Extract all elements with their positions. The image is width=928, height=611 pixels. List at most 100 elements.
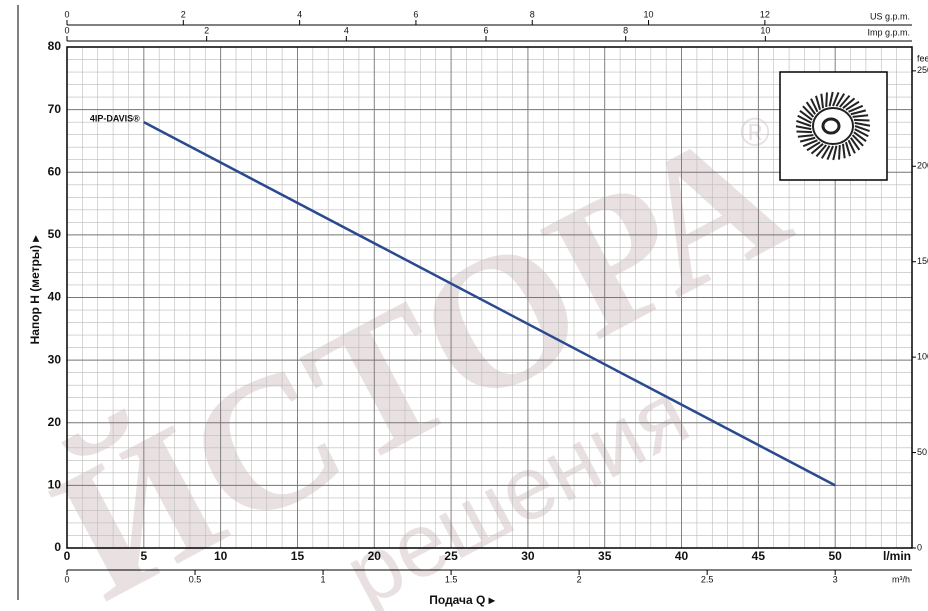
x2-tick-label: 2: [577, 574, 582, 584]
x-tick-label: 30: [521, 549, 535, 563]
y2-tick-label: 0: [917, 542, 922, 552]
x2-tick-label: 6: [484, 25, 489, 35]
x-tick-label: 45: [752, 549, 766, 563]
plot-frame: [66, 46, 913, 549]
icon-blade: [832, 92, 840, 107]
x-axis-title: Подача Q ▸: [429, 593, 495, 607]
icon-blade: [802, 105, 815, 118]
series-label: 4IP-DAVIS®: [90, 114, 140, 124]
y2-tick-label: 50: [917, 447, 927, 457]
icon-blade: [853, 118, 870, 122]
icon-blade: [835, 93, 846, 107]
watermark-text: ®: [740, 111, 769, 155]
y-tick-label: 40: [48, 290, 62, 304]
x-tick-label: 10: [214, 549, 228, 563]
x2-tick-label: 6: [413, 9, 418, 19]
icon-blade: [832, 145, 838, 161]
icon-blade: [852, 114, 869, 118]
y-tick-label: 80: [48, 39, 62, 53]
icon-blade: [810, 143, 824, 155]
icon-blade: [810, 98, 819, 113]
icon-blade: [828, 91, 834, 107]
x2-tick-label: 12: [760, 9, 770, 19]
icon-blade: [847, 139, 856, 154]
icon-blade: [853, 131, 867, 143]
x2-tick-label: 8: [623, 25, 628, 35]
icon-blade: [826, 145, 834, 160]
x-tick-label: 35: [598, 549, 612, 563]
y2-tick-label: 200: [917, 161, 928, 171]
x2-tick-label: 1: [321, 574, 326, 584]
icon-blade: [797, 114, 812, 124]
icon-blade: [851, 134, 864, 147]
y-tick-label: 70: [48, 102, 62, 116]
icon-blade: [854, 125, 870, 133]
icon-hub: [821, 117, 841, 135]
y-tick-label: 0: [54, 540, 61, 554]
x-tick-label: 15: [291, 549, 305, 563]
x2-tick-label: 10: [644, 9, 654, 19]
icon-blade: [815, 144, 827, 158]
y2-tick-label: 100: [917, 352, 928, 362]
x2-tick-label: 8: [530, 9, 535, 19]
y2-tick-label: 250: [917, 65, 928, 75]
x2-axis-label: m³/h: [892, 574, 910, 584]
y-tick-label: 50: [48, 227, 62, 241]
y-tick-label: 30: [48, 352, 62, 366]
x-tick-label: 40: [675, 549, 689, 563]
x2-tick-label: 0: [64, 25, 69, 35]
x-tick-label: 50: [829, 549, 843, 563]
impeller-icon: [779, 71, 888, 181]
y2-axis-label: feet: [917, 53, 928, 63]
x2-tick-label: 2: [204, 25, 209, 35]
x2-tick-label: 0: [64, 9, 69, 19]
x-tick-label: 5: [140, 549, 147, 563]
icon-blade: [806, 141, 821, 152]
x2-tick-label: 3: [833, 574, 838, 584]
x2-axis-label: US g.p.m.: [870, 11, 910, 21]
x2-tick-label: 10: [760, 25, 770, 35]
icon-blade: [815, 95, 822, 111]
icon-blade: [797, 134, 814, 138]
x2-tick-label: 0: [64, 574, 69, 584]
icon-blade: [841, 143, 846, 159]
icon-blade: [796, 119, 812, 127]
curve: [143, 121, 836, 487]
x2-tick-label: 4: [344, 25, 349, 35]
icon-blade: [799, 136, 816, 143]
x2-tick-label: 4: [297, 9, 302, 19]
icon-blade: [820, 93, 825, 109]
y-tick-label: 20: [48, 415, 62, 429]
icon-blade: [802, 139, 818, 148]
y2-tick-label: 150: [917, 256, 928, 266]
icon-blade: [795, 125, 812, 131]
x-tick-label: 20: [368, 549, 382, 563]
icon-blade: [796, 130, 813, 134]
icon-hub: [812, 107, 854, 145]
y-axis-title: Напор Н (метры) ▸: [28, 235, 42, 345]
icon-blade: [849, 137, 861, 151]
icon-blade: [848, 104, 864, 113]
icon-blade: [838, 144, 841, 160]
icon-blade: [805, 101, 817, 115]
x2-tick-label: 2.5: [701, 574, 714, 584]
icon-blade: [839, 94, 851, 108]
icon-blade: [825, 92, 828, 108]
x-tick-label: 0: [64, 549, 71, 563]
icon-blade: [845, 100, 860, 111]
icon-blade: [842, 97, 856, 109]
x2-axis-label: Imp g.p.m.: [867, 27, 910, 37]
x2-tick-label: 0.5: [189, 574, 202, 584]
y-tick-label: 10: [48, 478, 62, 492]
icon-blade: [799, 109, 813, 121]
icon-blade: [854, 121, 871, 127]
icon-blade: [854, 128, 869, 138]
x-tick-label: 25: [444, 549, 458, 563]
x2-tick-label: 2: [181, 9, 186, 19]
y-tick-label: 60: [48, 164, 62, 178]
x2-tick-label: 1.5: [445, 574, 458, 584]
icon-blade: [850, 109, 867, 116]
x-unit: l/min: [883, 549, 911, 563]
